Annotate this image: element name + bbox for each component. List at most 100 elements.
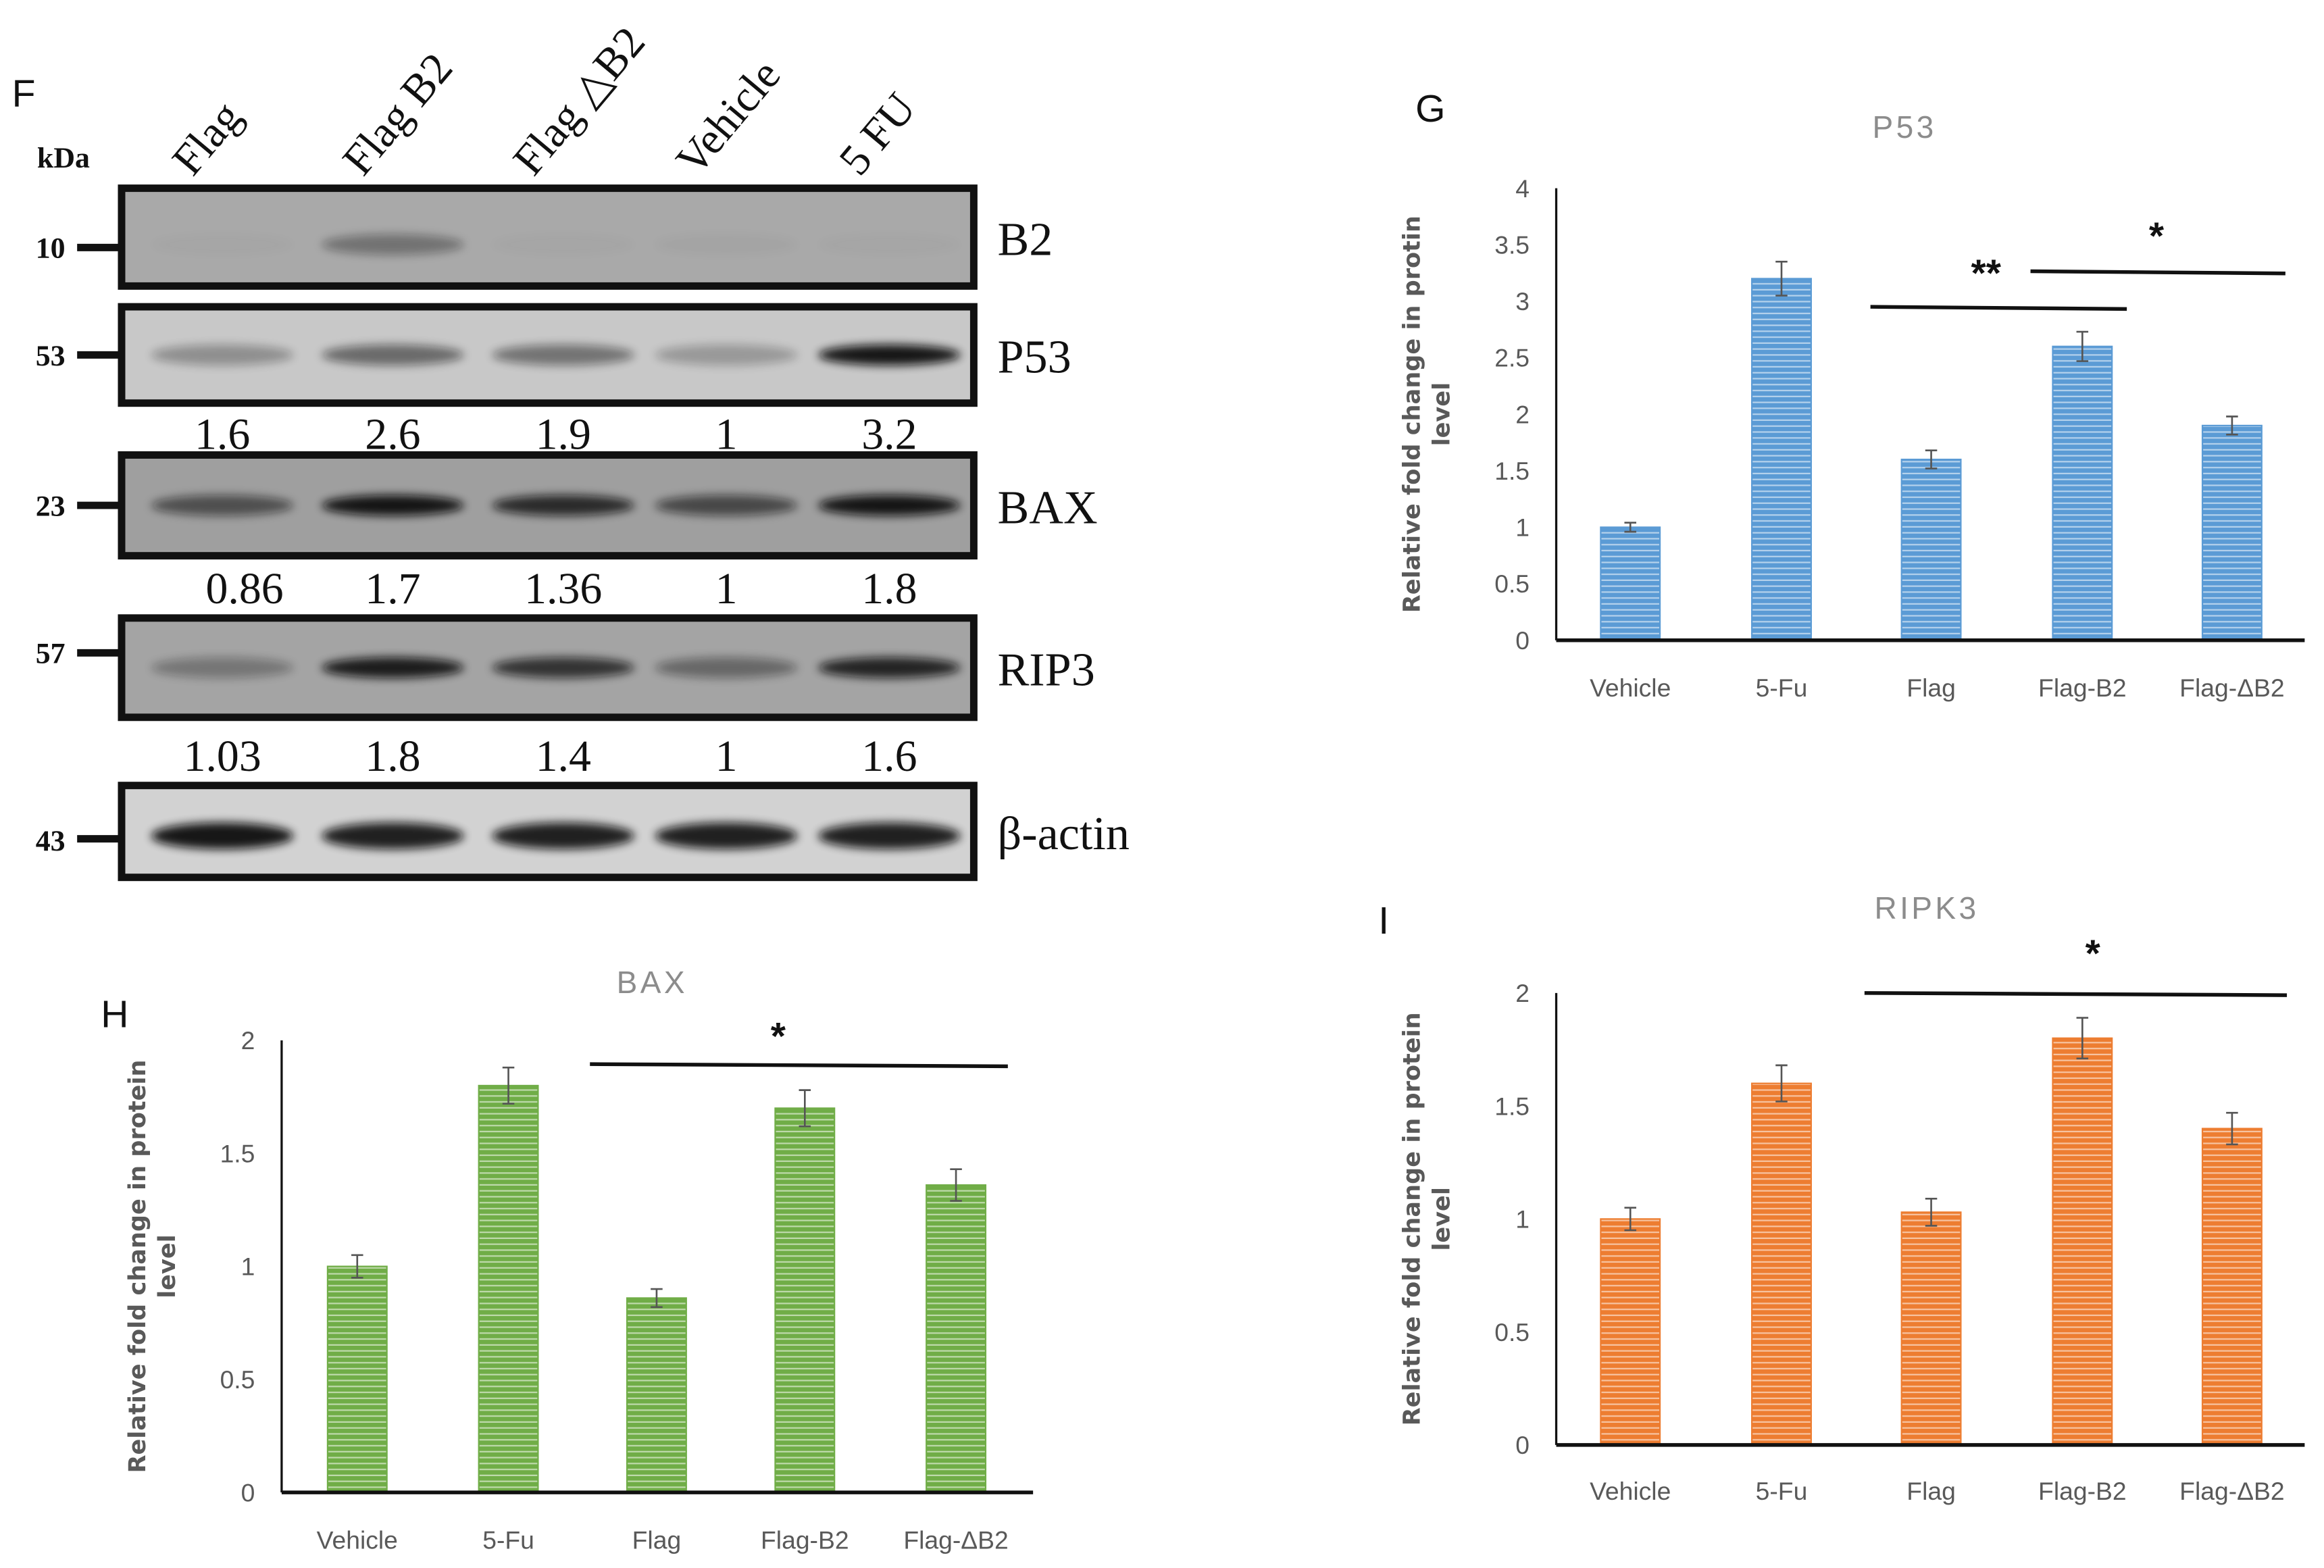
y-tick-label: 1 — [1515, 513, 1530, 542]
quantification-value: 1.03 — [184, 732, 261, 781]
y-tick-label: 3 — [1515, 287, 1530, 315]
bar — [626, 1297, 687, 1494]
panel-label: I — [1378, 899, 1389, 942]
y-tick-label: 2 — [1515, 400, 1530, 428]
significance-label: * — [2149, 215, 2165, 258]
y-tick-label: 4 — [1515, 174, 1530, 203]
y-tick-label: 0 — [1515, 626, 1530, 655]
y-tick-label: 0 — [1515, 1431, 1530, 1459]
bar — [2201, 424, 2263, 641]
significance-bar — [1870, 305, 2127, 311]
quantification-value: 1.8 — [861, 564, 917, 613]
significance-label: * — [771, 1015, 786, 1058]
lane-label: Vehicle — [667, 51, 790, 184]
x-tick-label: Flag-ΔB2 — [903, 1525, 1008, 1554]
lane-label: Flag △B2 — [503, 18, 655, 184]
significance-bar — [2030, 269, 2285, 276]
quantification-value: 1.8 — [365, 732, 420, 781]
y-tick-label: 0.5 — [220, 1365, 255, 1394]
protein-band — [492, 234, 634, 255]
y-tick-label: 1 — [241, 1253, 255, 1281]
protein-band — [151, 345, 294, 365]
kda-marker: 57 — [36, 638, 66, 670]
protein-band — [151, 822, 294, 850]
quantification-value: 3.2 — [861, 410, 917, 459]
protein-band — [818, 495, 961, 516]
y-tick-label: 2 — [241, 1026, 255, 1055]
bar — [2201, 1128, 2263, 1446]
panel-label: G — [1415, 87, 1445, 130]
protein-band — [655, 345, 798, 365]
protein-label: β-actin — [997, 807, 1129, 860]
protein-band — [818, 345, 961, 365]
protein-band — [322, 657, 464, 678]
chart-bax: H BAX Relative fold change in protein level… — [101, 965, 1034, 1554]
protein-band — [818, 234, 961, 255]
bar — [1751, 1082, 1812, 1446]
significance-bar — [590, 1062, 1008, 1069]
y-tick-label: 2 — [1515, 979, 1530, 1007]
y-tick-label: 1 — [1515, 1205, 1530, 1234]
significance-label: * — [2086, 932, 2101, 975]
bar — [926, 1184, 987, 1494]
protein-band — [322, 234, 464, 255]
lane-label: 5 FU — [830, 84, 926, 184]
significance-bar — [1864, 991, 2288, 997]
bar — [1600, 1218, 1661, 1446]
protein-band — [322, 345, 464, 365]
y-axis-label: Relative fold change in protein — [1398, 1012, 1426, 1425]
protein-band — [492, 822, 635, 850]
quantification-value: 1.36 — [524, 564, 602, 613]
y-tick-label: 0 — [241, 1478, 255, 1507]
x-tick-label: Vehicle — [1590, 1477, 1671, 1505]
y-axis-label: level — [1428, 1187, 1456, 1251]
x-tick-label: Vehicle — [1590, 674, 1671, 702]
chart-title: RIPK3 — [1874, 890, 1979, 926]
quantification-value: 1.9 — [536, 410, 591, 459]
protein-band — [818, 822, 961, 850]
quantification-value: 1.4 — [536, 732, 591, 781]
x-tick-label: Flag — [1906, 1477, 1956, 1505]
protein-band — [492, 345, 635, 365]
lane-label: Flag B2 — [333, 44, 462, 184]
bar — [1751, 278, 1812, 641]
y-axis-label: level — [153, 1234, 181, 1298]
quantification-value: 1 — [715, 564, 738, 613]
blot-strip — [118, 184, 978, 290]
chart-p53: G P53 Relative fold change in protin level 0… — [1398, 87, 2305, 702]
panel-label-f: F — [12, 72, 36, 116]
bar — [1900, 458, 1962, 641]
y-axis-label: level — [1428, 382, 1456, 447]
y-tick-label: 1.5 — [1494, 457, 1530, 485]
quantification-value: 0.86 — [205, 564, 283, 613]
kda-marker: 53 — [36, 340, 66, 372]
y-axis-label: Relative fold change in protin — [1398, 216, 1426, 613]
significance-label: ** — [1971, 251, 2002, 295]
bar — [1600, 526, 1661, 641]
kda-marker: 23 — [36, 490, 66, 522]
y-tick-label: 2.5 — [1494, 344, 1530, 372]
bar — [1900, 1211, 1962, 1446]
x-tick-label: Flag-B2 — [2038, 1477, 2127, 1505]
chart-title: BAX — [617, 965, 688, 1000]
x-tick-label: Flag-ΔB2 — [2179, 1477, 2284, 1505]
x-tick-label: Flag-ΔB2 — [2179, 674, 2284, 702]
x-tick-label: 5-Fu — [1756, 674, 1808, 702]
bar — [478, 1084, 539, 1494]
protein-label: BAX — [997, 481, 1097, 534]
x-tick-label: Vehicle — [317, 1525, 398, 1554]
protein-label: B2 — [997, 213, 1053, 265]
protein-band — [151, 234, 294, 255]
x-tick-label: Flag — [1906, 674, 1956, 702]
bar — [326, 1265, 388, 1494]
chart-ripk3: I RIPK3 Relative fold change in protein lev… — [1378, 890, 2305, 1505]
protein-band — [151, 657, 294, 678]
bar — [2052, 345, 2113, 641]
protein-band — [322, 495, 464, 516]
y-tick-label: 0.5 — [1494, 1318, 1530, 1346]
panel-label: H — [101, 992, 128, 1036]
protein-label: RIP3 — [997, 644, 1094, 697]
